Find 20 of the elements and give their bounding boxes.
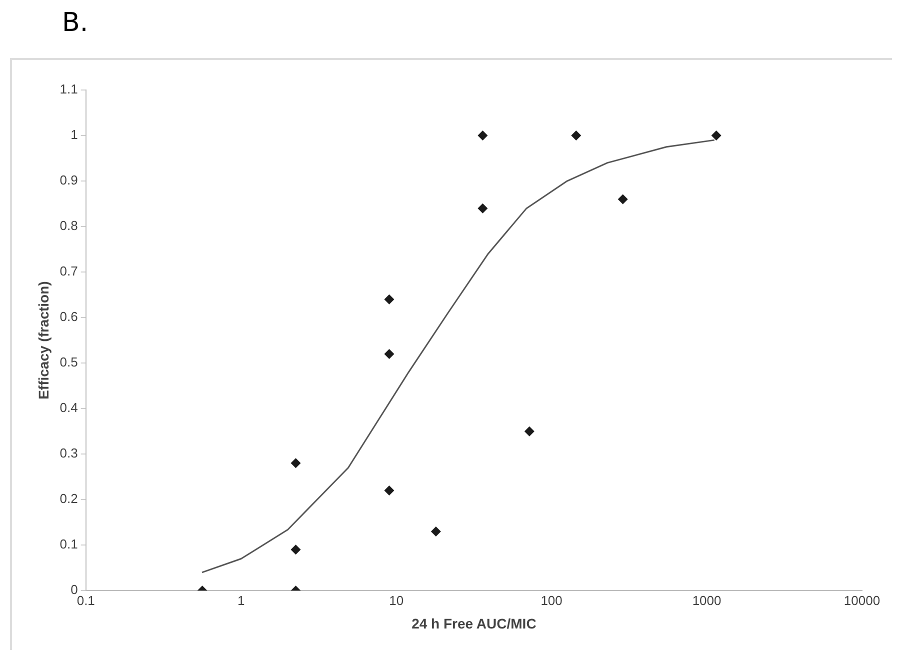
y-tick-label: 0.1 [60, 536, 78, 552]
x-tick-label: 10 [389, 592, 404, 608]
x-tick-label: 100 [540, 592, 562, 608]
y-tick-label: 1 [70, 127, 78, 142]
chart-title: B. [62, 8, 88, 38]
y-tick-label: 0.9 [60, 172, 78, 188]
y-tick-label: 0.8 [60, 218, 78, 234]
y-tick-label: 0.4 [60, 400, 78, 416]
y-tick-label: 0.2 [60, 491, 78, 506]
x-axis-title: 24 h Free AUC/MIC [412, 615, 536, 632]
x-tick-label: 1000 [692, 592, 722, 608]
x-tick-label: 1 [237, 592, 245, 608]
y-tick-label: 1.1 [60, 82, 78, 97]
y-tick-label: 0.3 [60, 446, 78, 461]
y-axis-title: Efficacy (fraction) [35, 281, 52, 400]
y-tick-label: 0.5 [60, 354, 78, 370]
y-tick-label: 0.6 [60, 309, 78, 324]
y-tick-label: 0.7 [60, 264, 78, 279]
x-tick-label: 10000 [844, 592, 880, 608]
y-tick-label: 0 [70, 582, 78, 598]
